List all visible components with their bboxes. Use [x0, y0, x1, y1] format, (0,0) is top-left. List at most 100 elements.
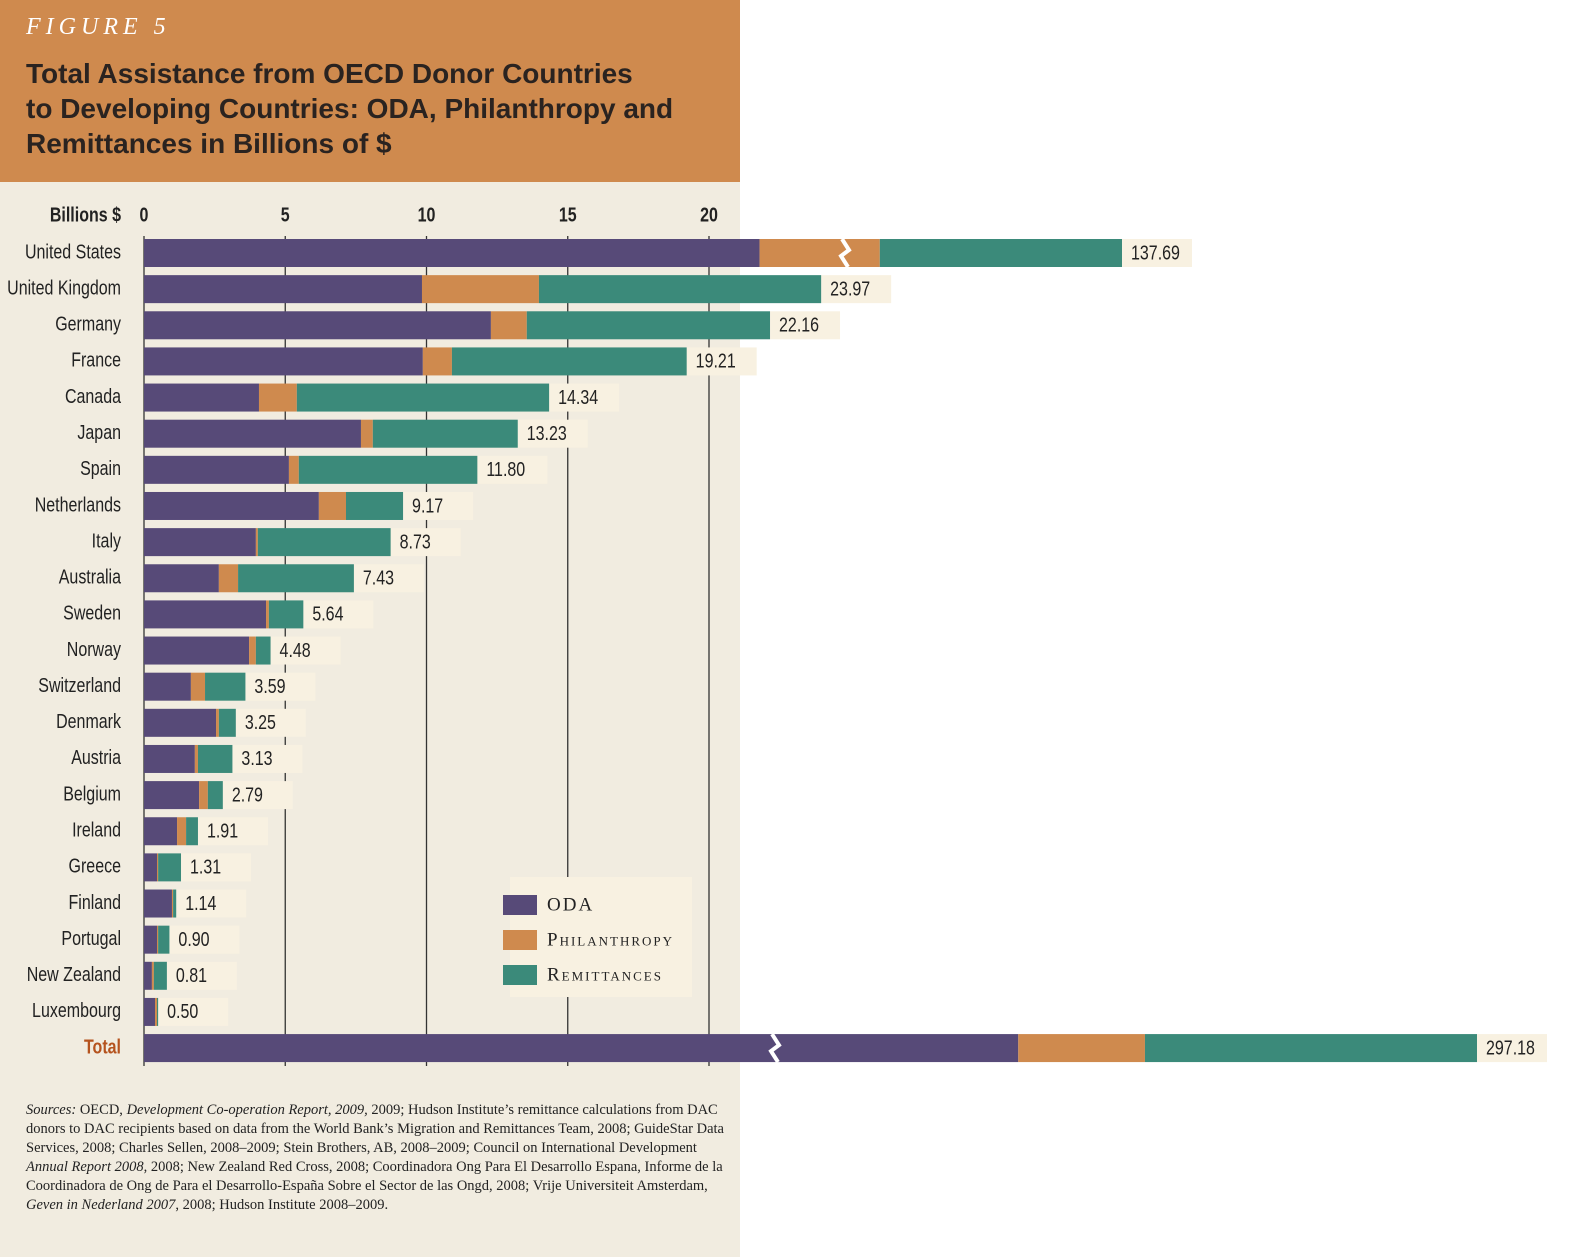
- category-label: United States: [25, 241, 121, 263]
- bar-segment: [158, 925, 170, 954]
- x-tick-label: 20: [700, 204, 718, 226]
- bar-segment: [490, 311, 527, 340]
- label-box: [1122, 239, 1192, 267]
- label-box: [245, 672, 316, 701]
- label-box: [232, 744, 303, 773]
- category-label: Netherlands: [35, 494, 121, 516]
- label-box: [770, 311, 841, 340]
- bar-segment: [144, 925, 157, 954]
- category-label: Sweden: [63, 602, 121, 624]
- bar-segment: [298, 455, 478, 484]
- bar-segment: [257, 528, 391, 557]
- value-label: 0.81: [176, 964, 207, 986]
- chart-title: Total Assistance from OECD Donor Countri…: [26, 56, 673, 161]
- bar-segment: [238, 564, 354, 593]
- category-label: Spain: [80, 457, 121, 479]
- source-text: Annual Report 2008: [26, 1159, 144, 1175]
- category-label: Norway: [67, 638, 122, 660]
- bar-segment: [155, 997, 157, 1026]
- figure-label: FIGURE 5: [26, 14, 171, 40]
- bar-segment: [216, 708, 219, 737]
- bar-segment: [255, 528, 258, 557]
- bar-segment: [173, 889, 177, 918]
- value-label: 13.23: [527, 422, 567, 444]
- bar-segment: [538, 275, 822, 304]
- bar-segment: [526, 311, 771, 340]
- bar-segment: [266, 600, 269, 629]
- value-label: 14.34: [558, 386, 598, 408]
- category-label: Greece: [69, 855, 121, 877]
- bar-segment: [144, 708, 217, 737]
- sources: Sources: OECD, Development Co-operation …: [26, 1101, 738, 1215]
- bar-segment: [156, 997, 159, 1026]
- value-label: 0.50: [167, 1001, 198, 1023]
- bar-segment: [255, 636, 271, 665]
- bar-segment: [156, 853, 159, 882]
- value-label: 3.25: [245, 711, 276, 733]
- category-label: Japan: [77, 421, 121, 443]
- source-text: 2009; Hudson Institute’s remittance calc…: [26, 1102, 724, 1156]
- x-tick-label: 15: [559, 204, 577, 226]
- legend-box: [510, 877, 692, 997]
- bar-segment: [249, 636, 256, 665]
- label-box: [158, 997, 229, 1026]
- label-box: [303, 600, 374, 629]
- legend-swatch: [503, 895, 537, 915]
- bar-segment: [144, 961, 152, 990]
- bar-segment: [879, 239, 1122, 267]
- value-label: 4.48: [280, 639, 311, 661]
- title-line: Total Assistance from OECD Donor Countri…: [26, 58, 633, 89]
- label-box: [686, 347, 757, 376]
- value-label: 297.18: [1486, 1037, 1535, 1059]
- bar-segment: [153, 961, 167, 990]
- bar-segment: [144, 455, 289, 484]
- bar-segment: [144, 744, 195, 773]
- source-text: OECD,: [76, 1102, 127, 1118]
- value-label: 1.31: [190, 856, 221, 878]
- label-box: [181, 853, 252, 882]
- label-box: [235, 708, 306, 737]
- bar-segment: [156, 925, 159, 954]
- value-label: 11.80: [486, 458, 525, 480]
- value-label: 2.79: [232, 784, 263, 806]
- bar-segment: [144, 239, 760, 267]
- bar-segment: [186, 817, 198, 846]
- axis-break: [838, 237, 852, 269]
- label-box: [1477, 1034, 1547, 1063]
- label-box: [353, 564, 424, 593]
- value-label: 23.97: [830, 278, 870, 300]
- bar-segment: [144, 419, 361, 448]
- category-label: Switzerland: [38, 674, 121, 696]
- bar-segment: [144, 781, 200, 810]
- label-box: [176, 889, 247, 918]
- source-text: Sources:: [26, 1102, 77, 1118]
- category-label: Australia: [59, 566, 122, 588]
- bar-segment: [144, 491, 319, 520]
- bar-segment: [197, 744, 233, 773]
- bar-segment: [218, 564, 239, 593]
- bar-segment: [144, 564, 219, 593]
- source-text: , 2008; Hudson Institute 2008–2009.: [175, 1197, 389, 1213]
- x-tick-label: 10: [418, 204, 436, 226]
- title-line: Remittances in Billions of $: [26, 128, 392, 159]
- label-box: [477, 455, 548, 484]
- category-label: Ireland: [72, 819, 121, 841]
- bar-segment: [144, 275, 422, 304]
- source-text: Geven in Nederland 2007: [26, 1197, 176, 1213]
- category-label: Canada: [65, 385, 122, 407]
- bar-segment: [144, 311, 491, 340]
- bar-segment: [422, 347, 452, 376]
- value-label: 8.73: [400, 531, 431, 553]
- bar-segment: [360, 419, 373, 448]
- label-box: [390, 528, 461, 557]
- bar-segment: [296, 383, 550, 412]
- category-label: Germany: [55, 313, 122, 335]
- bar-segment: [144, 347, 423, 376]
- category-label: Portugal: [61, 927, 121, 949]
- bar-segment: [144, 853, 157, 882]
- label-box: [270, 636, 341, 665]
- legend-swatch: [503, 965, 537, 985]
- bar-segment: [451, 347, 687, 376]
- legend-label: Remittances: [547, 964, 663, 985]
